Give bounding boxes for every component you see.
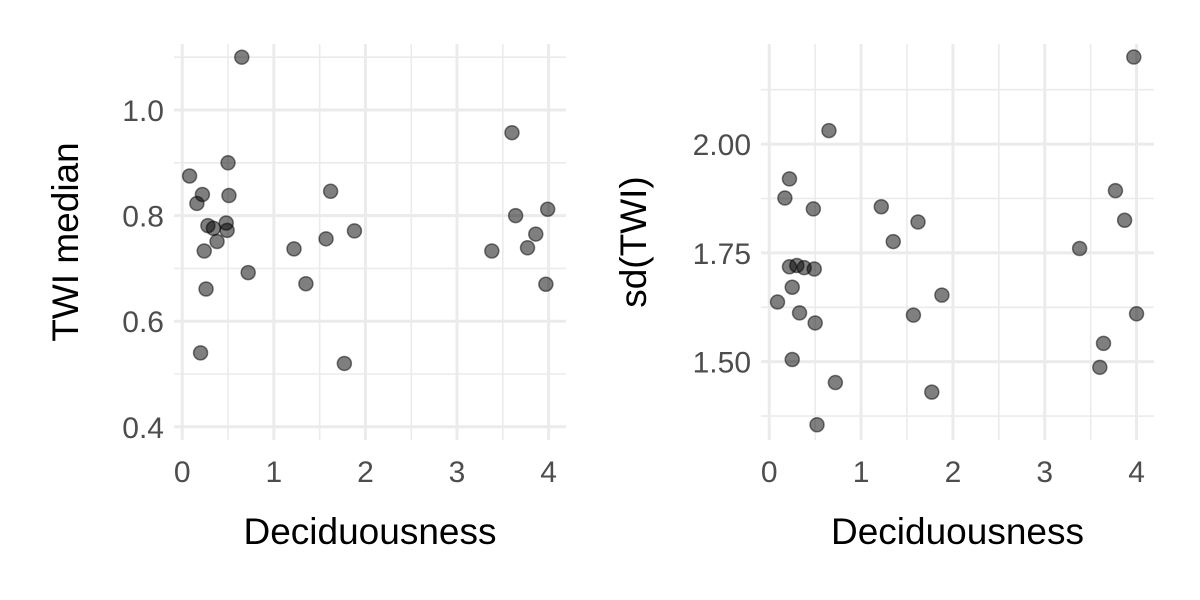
- data-point: [346, 223, 363, 239]
- data-point: [219, 222, 235, 239]
- x-tick-label: 4: [540, 456, 557, 489]
- x-tick-label: 0: [174, 456, 191, 489]
- data-point: [1095, 335, 1112, 352]
- data-point: [1107, 182, 1124, 199]
- y-tick-label: 1.0: [122, 95, 164, 128]
- data-point: [234, 49, 250, 65]
- x-tick-label: 0: [761, 456, 778, 489]
- data-point: [194, 186, 211, 203]
- data-point: [192, 345, 209, 361]
- data-point: [1128, 306, 1145, 322]
- data-point: [821, 122, 837, 139]
- data-point: [336, 355, 353, 372]
- data-point: [240, 264, 256, 281]
- data-point: [781, 171, 798, 187]
- x-tick-label: 2: [357, 456, 374, 489]
- data-point: [519, 240, 536, 256]
- data-point: [809, 417, 825, 433]
- y-tick-label: 1.75: [693, 238, 751, 271]
- x-axis-title: Deciduousness: [244, 511, 497, 552]
- data-point: [873, 199, 890, 215]
- data-point: [807, 315, 823, 331]
- data-point: [196, 243, 212, 259]
- data-point: [805, 201, 822, 217]
- data-point: [286, 241, 302, 257]
- data-point: [885, 233, 901, 250]
- data-point: [827, 374, 844, 391]
- data-point: [539, 201, 556, 218]
- data-point: [1126, 49, 1142, 65]
- data-point: [507, 207, 524, 224]
- x-tick-label: 1: [853, 456, 870, 489]
- x-axis-title: Deciduousness: [831, 511, 1084, 552]
- data-point: [205, 220, 222, 237]
- data-point: [924, 384, 940, 400]
- data-point: [220, 155, 236, 171]
- data-point: [538, 276, 554, 292]
- data-point: [784, 279, 800, 296]
- x-tick-label: 3: [1036, 456, 1053, 489]
- data-point: [777, 190, 793, 206]
- x-tick-label: 2: [945, 456, 962, 489]
- data-point: [221, 187, 237, 204]
- y-axis-title: TWI median: [45, 142, 86, 341]
- x-tick-label: 3: [449, 456, 466, 489]
- data-point: [298, 275, 314, 292]
- x-tick-label: 1: [265, 456, 282, 489]
- panel-sd-twi: 0 1 2 3 4 1.50 1.75 2.00 Deciduousness sd(TWI): [613, 44, 1154, 552]
- y-tick-label: 0.8: [122, 201, 164, 234]
- data-point: [318, 231, 334, 247]
- data-point: [484, 243, 500, 259]
- data-point: [806, 261, 823, 277]
- x-tick-label: 4: [1128, 456, 1145, 489]
- data-point: [1092, 359, 1108, 376]
- y-tick-label: 1.50: [693, 347, 751, 380]
- data-point: [198, 281, 214, 297]
- data-point: [181, 168, 198, 184]
- data-point: [1116, 212, 1133, 228]
- y-tick-label: 2.00: [693, 129, 751, 162]
- data-point: [934, 287, 950, 303]
- data-point: [528, 226, 544, 242]
- data-point: [769, 294, 786, 310]
- data-point: [910, 214, 926, 230]
- data-point: [905, 307, 922, 323]
- y-axis-title: sd(TWI): [613, 176, 654, 308]
- data-point: [504, 124, 520, 141]
- data-point: [1071, 240, 1088, 257]
- y-tick-label: 0.6: [122, 306, 164, 339]
- data-point: [209, 233, 225, 250]
- panel-twi-median: 0 1 2 3 4 0.4 0.6 0.8 1.0 Deciduousness TWI median: [45, 44, 566, 552]
- data-point: [322, 183, 339, 200]
- y-tick-label: 0.4: [122, 412, 164, 445]
- data-point: [784, 351, 800, 368]
- data-point: [791, 305, 808, 321]
